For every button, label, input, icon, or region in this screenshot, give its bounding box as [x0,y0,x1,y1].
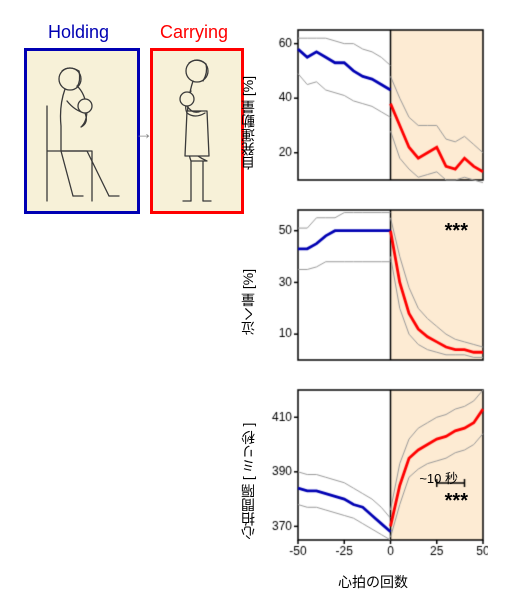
holding-svg [27,51,137,211]
illustration-panel: Holding Carrying → [18,18,248,223]
carrying-label: Carrying [160,22,228,43]
ylabel-voluntary: 自発運動量 [%] [238,50,258,170]
ylabel-crying: 泣く量 [%] [238,245,258,335]
ylabel-ibi: 心拍間隔 [ ミリ秒 ] [238,400,258,540]
xlabel: 心拍の回数 [258,572,488,592]
panel-voluntary-movement: 自発運動量 [%] [258,20,488,200]
panel-ibi: 心拍間隔 [ ミリ秒 ] *** ~10 秒 [258,380,488,560]
carrying-illustration [150,48,244,214]
significance-ibi: *** [445,490,468,513]
carrying-svg [153,51,241,211]
scale-bar-label: ~10 秒 [419,468,458,487]
chart-area: 自発運動量 [%] 泣く量 [%] *** 心拍間隔 [ ミリ秒 ] *** ~… [258,20,488,580]
holding-illustration [24,48,140,214]
panel-crying: 泣く量 [%] *** [258,200,488,380]
canvas-voluntary [258,20,488,200]
significance-crying: *** [445,220,468,243]
holding-label: Holding [48,22,109,43]
